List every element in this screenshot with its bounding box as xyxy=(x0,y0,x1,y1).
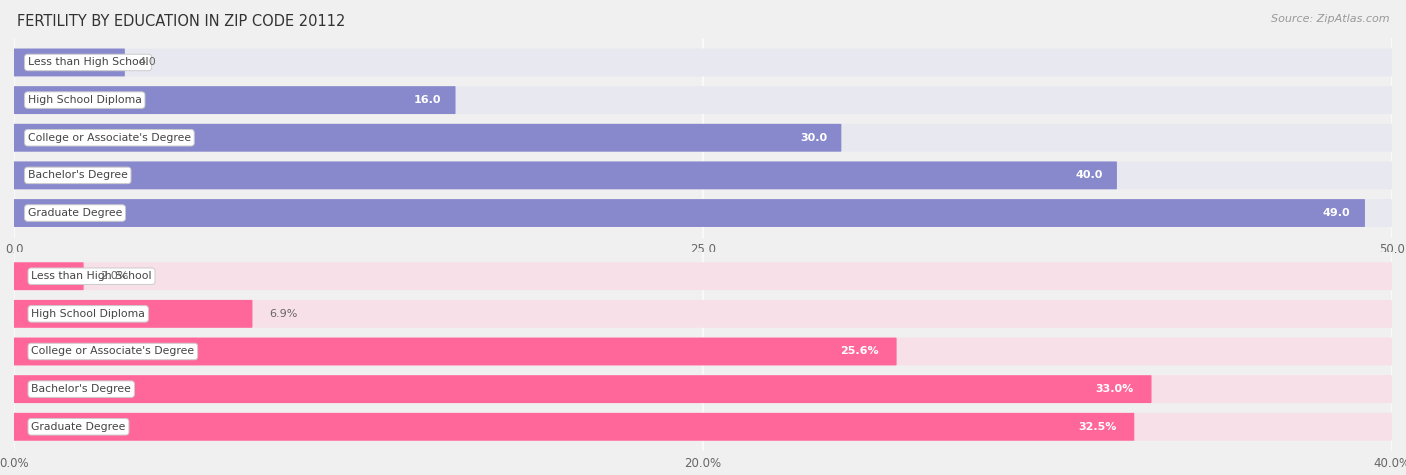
Text: College or Associate's Degree: College or Associate's Degree xyxy=(31,346,194,357)
Text: Less than High School: Less than High School xyxy=(31,271,152,281)
FancyBboxPatch shape xyxy=(14,48,1392,76)
FancyBboxPatch shape xyxy=(14,413,1135,441)
FancyBboxPatch shape xyxy=(14,124,1392,152)
Text: 25.6%: 25.6% xyxy=(839,346,879,357)
FancyBboxPatch shape xyxy=(14,262,1392,290)
Text: Source: ZipAtlas.com: Source: ZipAtlas.com xyxy=(1271,14,1389,24)
FancyBboxPatch shape xyxy=(14,338,897,365)
Text: High School Diploma: High School Diploma xyxy=(28,95,142,105)
Text: 32.5%: 32.5% xyxy=(1078,422,1116,432)
Text: 4.0: 4.0 xyxy=(138,57,156,67)
FancyBboxPatch shape xyxy=(14,300,1392,328)
FancyBboxPatch shape xyxy=(14,86,1392,114)
Text: Less than High School: Less than High School xyxy=(28,57,149,67)
FancyBboxPatch shape xyxy=(14,375,1152,403)
FancyBboxPatch shape xyxy=(14,375,1392,403)
Text: Graduate Degree: Graduate Degree xyxy=(28,208,122,218)
Text: 16.0: 16.0 xyxy=(413,95,441,105)
FancyBboxPatch shape xyxy=(14,262,83,290)
FancyBboxPatch shape xyxy=(14,199,1392,227)
Text: High School Diploma: High School Diploma xyxy=(31,309,145,319)
FancyBboxPatch shape xyxy=(14,199,1365,227)
FancyBboxPatch shape xyxy=(14,86,456,114)
Text: 6.9%: 6.9% xyxy=(269,309,297,319)
Text: 33.0%: 33.0% xyxy=(1095,384,1133,394)
Text: 2.0%: 2.0% xyxy=(100,271,128,281)
Text: 30.0: 30.0 xyxy=(800,133,827,143)
FancyBboxPatch shape xyxy=(14,48,125,76)
Text: Bachelor's Degree: Bachelor's Degree xyxy=(28,171,128,180)
Text: 49.0: 49.0 xyxy=(1323,208,1351,218)
FancyBboxPatch shape xyxy=(14,162,1392,190)
Text: FERTILITY BY EDUCATION IN ZIP CODE 20112: FERTILITY BY EDUCATION IN ZIP CODE 20112 xyxy=(17,14,346,29)
Text: Graduate Degree: Graduate Degree xyxy=(31,422,125,432)
FancyBboxPatch shape xyxy=(14,300,253,328)
Text: 40.0: 40.0 xyxy=(1076,171,1102,180)
FancyBboxPatch shape xyxy=(14,338,1392,365)
FancyBboxPatch shape xyxy=(14,162,1116,190)
Text: Bachelor's Degree: Bachelor's Degree xyxy=(31,384,131,394)
Text: College or Associate's Degree: College or Associate's Degree xyxy=(28,133,191,143)
FancyBboxPatch shape xyxy=(14,413,1392,441)
FancyBboxPatch shape xyxy=(14,124,841,152)
